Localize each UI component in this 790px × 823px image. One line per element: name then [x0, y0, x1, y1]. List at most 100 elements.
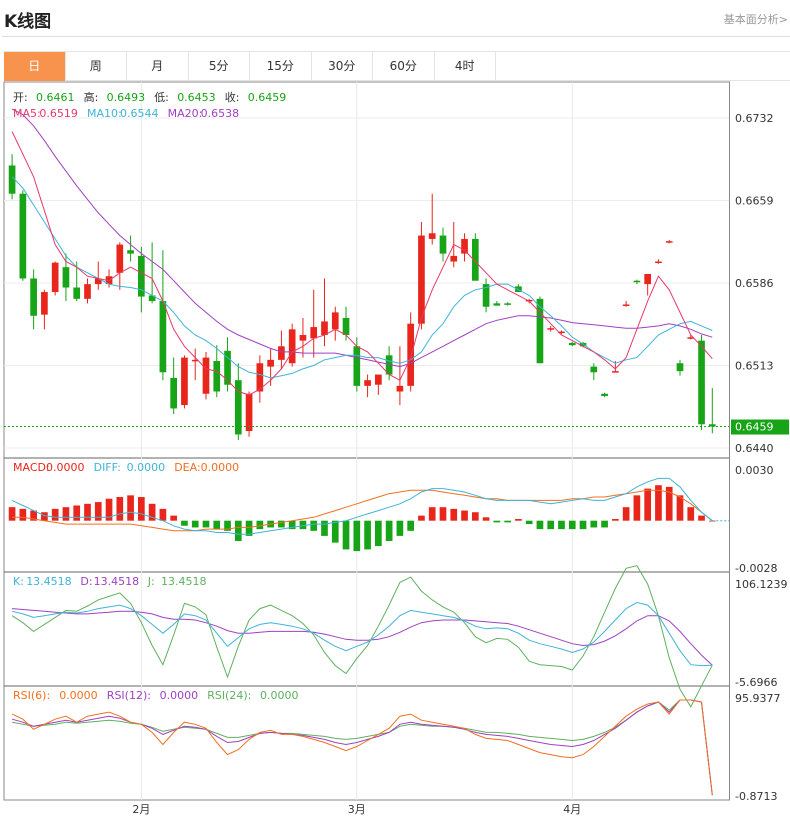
candle-body-7[interactable]	[84, 284, 91, 299]
ma-label-0: MA5:	[13, 107, 41, 120]
candle-body-8[interactable]	[94, 278, 102, 285]
ohlc-label-2: 低:	[154, 91, 169, 104]
candle-body-2[interactable]	[30, 278, 37, 316]
candle-body-18[interactable]	[202, 357, 210, 394]
candle-body-33[interactable]	[364, 380, 371, 386]
candle-body-3[interactable]	[41, 292, 48, 315]
macd-bar-35	[385, 520, 393, 541]
macd-bar-46	[504, 520, 511, 523]
candle-body-21[interactable]	[234, 380, 242, 435]
rsi24-line	[12, 699, 713, 796]
candle-body-15[interactable]	[170, 377, 178, 409]
kdj-value-1: 13.4518	[94, 575, 140, 588]
candle-body-12[interactable]	[138, 255, 145, 297]
candle-body-47[interactable]	[515, 286, 522, 293]
candle-body-46[interactable]	[504, 303, 511, 305]
candle-body-51[interactable]	[558, 331, 565, 334]
candle-body-16[interactable]	[181, 357, 188, 406]
tab-2[interactable]: 月	[127, 52, 189, 81]
tab-3[interactable]: 5分	[189, 52, 250, 81]
tab-1[interactable]: 周	[66, 52, 127, 81]
tab-4[interactable]: 15分	[250, 52, 312, 81]
candle-body-25[interactable]	[278, 346, 285, 360]
tab-7[interactable]: 4时	[435, 52, 496, 81]
candle-body-62[interactable]	[676, 363, 684, 372]
macd-bar-3	[41, 512, 48, 521]
macd-bar-38	[418, 515, 425, 521]
candle-body-17[interactable]	[191, 359, 199, 362]
candle-body-41[interactable]	[450, 255, 458, 262]
ohlc-label-0: 开:	[13, 91, 28, 104]
candle-body-24[interactable]	[267, 359, 274, 367]
candle-body-23[interactable]	[256, 363, 264, 392]
tab-6[interactable]: 60分	[373, 52, 435, 81]
candle-body-34[interactable]	[375, 374, 382, 385]
candle-body-61[interactable]	[665, 241, 673, 243]
ohlc-label-3: 收:	[225, 90, 240, 104]
candle-body-14[interactable]	[159, 301, 167, 373]
candle-body-43[interactable]	[471, 238, 479, 281]
ma-value-1: 0.6544	[120, 107, 159, 120]
candle-body-29[interactable]	[321, 321, 328, 335]
candle-body-57[interactable]	[622, 304, 630, 306]
candle-body-45[interactable]	[493, 303, 501, 306]
ma10-line	[11, 176, 713, 379]
tab-5[interactable]: 30分	[312, 52, 373, 81]
candle-body-35[interactable]	[385, 355, 393, 375]
tab-0[interactable]: 日	[4, 52, 66, 81]
candle-body-22[interactable]	[245, 393, 253, 432]
candle-body-30[interactable]	[331, 312, 339, 330]
candle-body-52[interactable]	[568, 342, 576, 346]
candle-body-19[interactable]	[213, 360, 221, 392]
candle-body-40[interactable]	[439, 235, 447, 254]
candle-body-1[interactable]	[19, 193, 27, 279]
rsi-label-1: RSI(12):	[107, 689, 151, 702]
candle-body-0[interactable]	[8, 165, 16, 194]
candle-body-10[interactable]	[116, 244, 124, 273]
candle-body-54[interactable]	[590, 366, 598, 373]
candle-body-63[interactable]	[687, 337, 695, 339]
candle-body-27[interactable]	[299, 334, 307, 341]
candle-body-32[interactable]	[353, 346, 361, 386]
candle-body-42[interactable]	[461, 238, 468, 254]
candle-body-26[interactable]	[288, 329, 296, 364]
candle-body-65[interactable]	[708, 424, 716, 427]
candle-body-58[interactable]	[633, 280, 641, 283]
macd-bar-18	[202, 520, 210, 528]
candle-body-59[interactable]	[644, 273, 652, 285]
candle-body-11[interactable]	[127, 250, 134, 254]
macd-bar-59	[644, 488, 652, 521]
candle-body-56[interactable]	[612, 371, 619, 373]
macd-bar-55	[601, 520, 608, 528]
candle-body-36[interactable]	[396, 385, 404, 392]
macd-bar-44	[482, 517, 490, 521]
candle-body-44[interactable]	[482, 284, 490, 307]
macd-bar-21	[234, 520, 242, 541]
macd-label-0: MACD:	[13, 461, 50, 474]
candle-body-28[interactable]	[310, 327, 318, 339]
ohlc-value-0: 0.6461	[36, 91, 75, 104]
candle-body-49[interactable]	[536, 298, 544, 364]
ma20-line	[11, 108, 713, 368]
macd-value-1: 0.0000	[127, 461, 166, 474]
candle-body-39[interactable]	[428, 233, 436, 239]
candle-body-20[interactable]	[224, 350, 231, 385]
kdj-label-0: K:	[13, 575, 24, 588]
rsi-tick-0: 95.9377	[735, 692, 781, 705]
candle-body-13[interactable]	[148, 295, 156, 302]
candle-body-31[interactable]	[342, 318, 350, 335]
rsi-value-1: 0.0000	[160, 689, 199, 702]
macd-bar-48	[525, 520, 533, 525]
candle-body-60[interactable]	[655, 261, 662, 264]
macd-bar-22	[245, 520, 253, 536]
candle-body-50[interactable]	[547, 328, 555, 330]
candle-body-64[interactable]	[698, 340, 705, 425]
candle-body-6[interactable]	[73, 287, 81, 299]
candle-body-4[interactable]	[51, 262, 59, 293]
candle-body-55[interactable]	[601, 393, 608, 397]
candle-body-38[interactable]	[418, 235, 425, 324]
candle-body-5[interactable]	[62, 267, 70, 288]
candle-body-37[interactable]	[407, 323, 415, 386]
fundamental-analysis-link[interactable]: 基本面分析>	[723, 13, 788, 26]
